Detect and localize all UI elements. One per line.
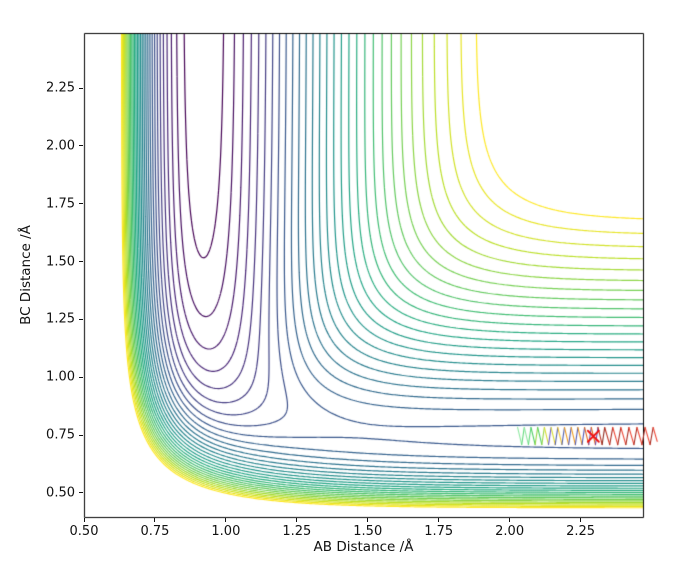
- x-tick-label: 0.50: [69, 524, 99, 539]
- y-tick-label: 0.50: [46, 485, 75, 501]
- x-tick-mark: [367, 518, 369, 522]
- x-tick-mark: [225, 518, 227, 522]
- y-tick-mark: [79, 434, 83, 436]
- y-tick-label: 1.75: [46, 196, 75, 212]
- y-tick-mark: [79, 318, 83, 320]
- y-tick-label: 2.00: [46, 138, 75, 154]
- y-tick-mark: [79, 87, 83, 89]
- y-tick-mark: [79, 203, 83, 205]
- y-tick-mark: [79, 261, 83, 263]
- y-tick-label: 1.25: [46, 311, 75, 327]
- x-tick-mark: [154, 518, 156, 522]
- x-tick-mark: [509, 518, 511, 522]
- y-tick-mark: [79, 145, 83, 147]
- x-tick-mark: [296, 518, 298, 522]
- y-axis-label: BC Distance /Å: [18, 225, 34, 325]
- x-tick-mark: [580, 518, 582, 522]
- x-tick-mark: [438, 518, 440, 522]
- y-tick-label: 0.75: [46, 427, 75, 443]
- y-tick-label: 1.00: [46, 369, 75, 385]
- y-tick-label: 1.50: [46, 254, 75, 270]
- y-tick-mark: [79, 376, 83, 378]
- x-tick-label: 0.75: [140, 524, 170, 539]
- x-tick-label: 2.25: [566, 524, 596, 539]
- x-tick-label: 1.75: [424, 524, 454, 539]
- x-axis-label: AB Distance /Å: [313, 539, 414, 555]
- y-tick-mark: [79, 492, 83, 494]
- x-tick-label: 1.00: [211, 524, 241, 539]
- y-tick-label: 2.25: [46, 80, 75, 96]
- x-tick-label: 1.50: [353, 524, 383, 539]
- x-tick-mark: [83, 518, 85, 522]
- x-tick-label: 1.25: [282, 524, 312, 539]
- x-tick-label: 2.00: [495, 524, 525, 539]
